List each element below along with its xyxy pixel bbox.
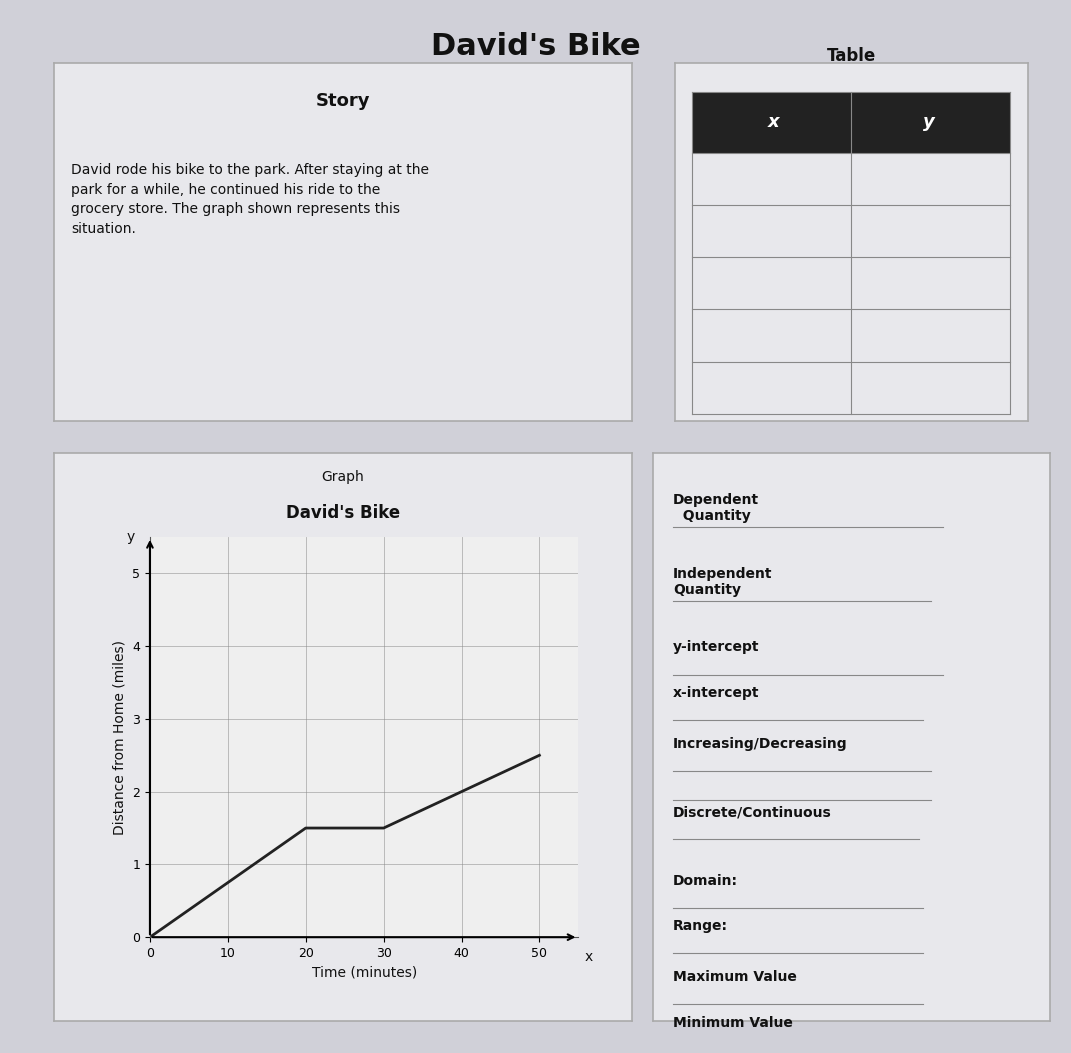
Text: Story: Story xyxy=(316,92,369,110)
Text: Increasing/Decreasing: Increasing/Decreasing xyxy=(673,737,848,751)
Text: Domain:: Domain: xyxy=(673,874,738,888)
Text: Dependent
  Quantity: Dependent Quantity xyxy=(673,493,759,522)
Text: x-intercept: x-intercept xyxy=(673,686,759,700)
Text: David rode his bike to the park. After staying at the
park for a while, he conti: David rode his bike to the park. After s… xyxy=(71,163,428,236)
Text: y-intercept: y-intercept xyxy=(673,640,759,654)
X-axis label: Time (minutes): Time (minutes) xyxy=(312,966,417,979)
Text: x: x xyxy=(768,114,780,132)
Text: Table: Table xyxy=(827,47,876,65)
Bar xyxy=(693,92,1011,153)
Text: Independent
Quantity: Independent Quantity xyxy=(673,567,772,597)
Text: y: y xyxy=(923,114,935,132)
Text: y: y xyxy=(126,530,134,543)
Text: David's Bike: David's Bike xyxy=(286,504,399,522)
Text: Maximum Value: Maximum Value xyxy=(673,970,797,985)
Y-axis label: Distance from Home (miles): Distance from Home (miles) xyxy=(112,639,126,835)
Text: Minimum Value: Minimum Value xyxy=(673,1016,793,1030)
Text: x: x xyxy=(585,950,593,965)
Text: Graph: Graph xyxy=(321,470,364,483)
Text: David's Bike: David's Bike xyxy=(431,32,640,61)
Text: Range:: Range: xyxy=(673,919,728,933)
Text: Discrete/Continuous: Discrete/Continuous xyxy=(673,806,832,819)
